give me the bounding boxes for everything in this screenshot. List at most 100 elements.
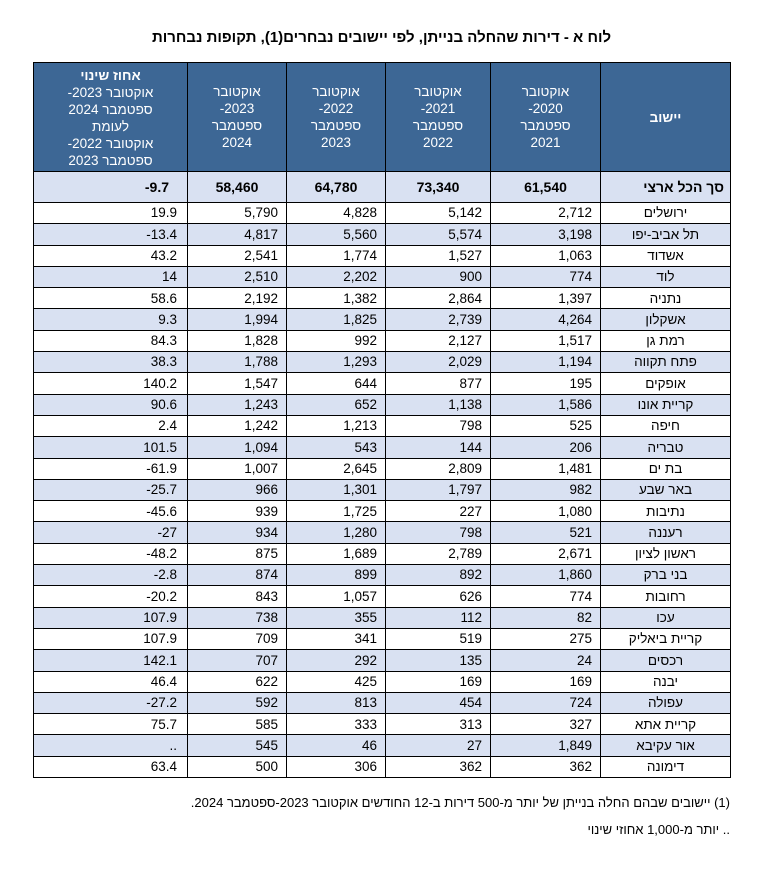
cell-pct: 58.6 [33,287,188,310]
cell-city: עפולה [600,691,731,715]
table-row: אשדוד 1,063 1,527 1,774 2,541 43.2 [33,244,731,267]
cell-city: עכו [600,606,731,629]
table-row: רמת גן 1,517 2,127 992 1,828 84.3 [33,329,731,353]
table-row: בת ים 1,481 2,809 2,645 1,007 -61.9 [33,457,731,480]
cell-y2022: 73,340 [385,171,491,203]
cell-city: רחובות [600,585,731,608]
column-header-city-label: יישוב [649,109,682,125]
cell-y2021: 169 [490,670,601,693]
table-row: עכו 82 112 355 738 107.9 [33,606,731,629]
cell-city: אשדוד [600,244,731,267]
cell-y2024: 1,788 [187,351,287,374]
cell-y2024: 1,007 [187,457,287,480]
cell-y2024: 1,094 [187,436,287,459]
cell-y2022: 5,574 [385,223,491,246]
cell-y2021: 61,540 [490,171,601,203]
percent-change-header-detail: אוקטובר 2023- ספטמבר 2024 לעומת אוקטובר … [67,85,154,168]
cell-y2024: 875 [187,542,287,566]
table-row: פתח תקווה 1,194 2,029 1,293 1,788 38.3 [33,351,731,374]
table-row: קריית ביאליק 275 519 341 709 107.9 [33,627,731,651]
cell-y2023: 1,301 [286,478,386,502]
cell-y2024: 58,460 [187,171,287,203]
cell-pct: -25.7 [33,478,188,502]
cell-city: נתניה [600,287,731,310]
cell-y2021: 4,264 [490,308,601,331]
cell-city: באר שבע [600,478,731,502]
cell-y2021: 521 [490,521,601,544]
cell-pct: -9.7 [33,171,188,203]
cell-y2021: 82 [490,606,601,629]
page: לוח א - דירות שהחלה בנייתן, לפי יישובים … [33,29,731,837]
cell-y2021: 774 [490,265,601,289]
table-row: עפולה 724 454 813 592 -27.2 [33,691,731,715]
cell-y2023: 2,202 [286,265,386,289]
cell-pct: 19.9 [33,201,188,225]
cell-pct: 84.3 [33,329,188,353]
table-row: קריית אתא 327 313 333 585 75.7 [33,713,731,736]
cell-city: רכסים [600,649,731,672]
cell-y2022: 1,138 [385,393,491,416]
cell-city: נתיבות [600,500,731,523]
table-row: באר שבע 982 1,797 1,301 966 -25.7 [33,478,731,502]
cell-pct: 101.5 [33,436,188,459]
cell-y2021: 195 [490,372,601,395]
cell-y2022: 900 [385,265,491,289]
cell-y2021: 525 [490,414,601,438]
cell-y2023: 1,293 [286,351,386,374]
cell-y2021: 2,671 [490,542,601,566]
header-row: יישוב אוקטובר 2020- ספטמבר 2021 אוקטובר … [33,62,731,172]
cell-pct: 75.7 [33,713,188,736]
cell-y2024: 592 [187,691,287,715]
cell-city: קריית אתא [600,713,731,736]
cell-pct: -20.2 [33,585,188,608]
cell-y2022: 454 [385,691,491,715]
cell-y2022: 2,789 [385,542,491,566]
cell-y2022: 313 [385,713,491,736]
cell-y2024: 934 [187,521,287,544]
dwellings-table: יישוב אוקטובר 2020- ספטמבר 2021 אוקטובר … [33,62,731,779]
cell-y2022: 2,864 [385,287,491,310]
cell-y2022: 227 [385,500,491,523]
column-header-oct2023-sep2024: אוקטובר 2023- ספטמבר 2024 [187,62,287,172]
column-header-oct2022-sep2023: אוקטובר 2022- ספטמבר 2023 [286,62,386,172]
cell-pct: -27 [33,521,188,544]
cell-y2021: 275 [490,627,601,651]
cell-pct: -2.8 [33,564,188,587]
column-header-percent-change: אחוז שינוי אוקטובר 2023- ספטמבר 2024 לעו… [33,62,188,172]
table-row: יבנה 169 169 425 622 46.4 [33,670,731,693]
cell-city: קריית ביאליק [600,627,731,651]
cell-y2022: 892 [385,564,491,587]
cell-y2021: 1,481 [490,457,601,480]
table-row: דימונה 362 362 306 500 63.4 [33,755,731,779]
cell-y2021: 1,586 [490,393,601,416]
cell-y2021: 1,194 [490,351,601,374]
cell-y2024: 1,242 [187,414,287,438]
cell-y2024: 843 [187,585,287,608]
cell-y2024: 500 [187,755,287,779]
cell-y2024: 1,828 [187,329,287,353]
column-header-city: יישוב [600,62,731,172]
cell-y2023: 2,645 [286,457,386,480]
cell-y2021: 206 [490,436,601,459]
cell-y2023: 1,280 [286,521,386,544]
cell-y2023: 64,780 [286,171,386,203]
cell-y2023: 652 [286,393,386,416]
cell-pct: 9.3 [33,308,188,331]
cell-y2023: 899 [286,564,386,587]
cell-city: בת ים [600,457,731,480]
cell-city: לוד [600,265,731,289]
cell-y2021: 1,849 [490,734,601,757]
cell-pct: 2.4 [33,414,188,438]
cell-y2023: 1,725 [286,500,386,523]
cell-pct: -13.4 [33,223,188,246]
cell-y2023: 4,828 [286,201,386,225]
cell-pct: 38.3 [33,351,188,374]
cell-y2021: 362 [490,755,601,779]
cell-y2022: 112 [385,606,491,629]
cell-pct: -48.2 [33,542,188,566]
cell-pct: -45.6 [33,500,188,523]
cell-y2023: 355 [286,606,386,629]
cell-city: רמת גן [600,329,731,353]
table-body: סך הכל ארצי 61,540 73,340 64,780 58,460 -9.7 י… [33,171,731,779]
cell-y2023: 341 [286,627,386,651]
